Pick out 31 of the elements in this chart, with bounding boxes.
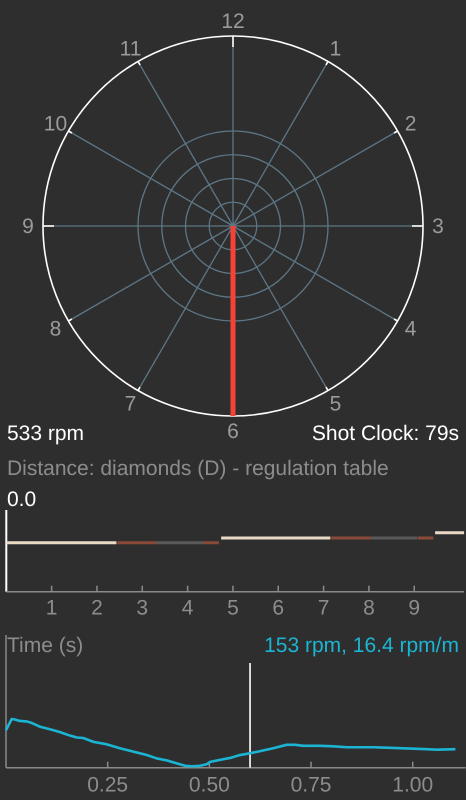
x-tick-label: 5 xyxy=(227,596,239,620)
text: 153 rpm, 16.4 rpm/m xyxy=(264,634,459,657)
category-label: 4 xyxy=(404,317,417,340)
category-label: 10 xyxy=(44,112,68,135)
x-tick-label: 4 xyxy=(182,596,194,620)
x-tick-label: 1 xyxy=(46,596,58,620)
category-label: 6 xyxy=(227,420,239,442)
category-label: 5 xyxy=(330,392,342,416)
x-tick-label: 2 xyxy=(91,596,103,620)
x-tick-label: 6 xyxy=(272,596,284,620)
category-label: 1 xyxy=(330,36,342,60)
category-label: 12 xyxy=(221,10,245,32)
x-tick-label: 0.50 xyxy=(188,774,230,797)
category-label: 3 xyxy=(432,214,444,238)
chart-title: Time (s) xyxy=(7,634,84,657)
category-label: 8 xyxy=(50,317,62,340)
x-tick-label: 0.25 xyxy=(87,774,128,797)
x-tick-label: 7 xyxy=(318,596,330,620)
category-label: 11 xyxy=(120,36,142,60)
chart-title: Distance: diamonds (D) - regulation table xyxy=(7,457,389,480)
text: 533 rpm xyxy=(7,422,84,445)
category-label: 2 xyxy=(404,112,416,135)
x-tick-label: 8 xyxy=(363,596,375,620)
x-tick-label: 3 xyxy=(136,596,148,620)
category-label: 7 xyxy=(124,392,136,416)
x-tick-label: 0.75 xyxy=(290,774,332,797)
x-tick-label: 9 xyxy=(408,596,420,620)
chart-subtitle: 0.0 xyxy=(7,488,36,511)
x-tick-label: 1.00 xyxy=(392,774,434,797)
text: Shot Clock: 79s xyxy=(312,422,459,445)
category-label: 9 xyxy=(22,214,34,238)
